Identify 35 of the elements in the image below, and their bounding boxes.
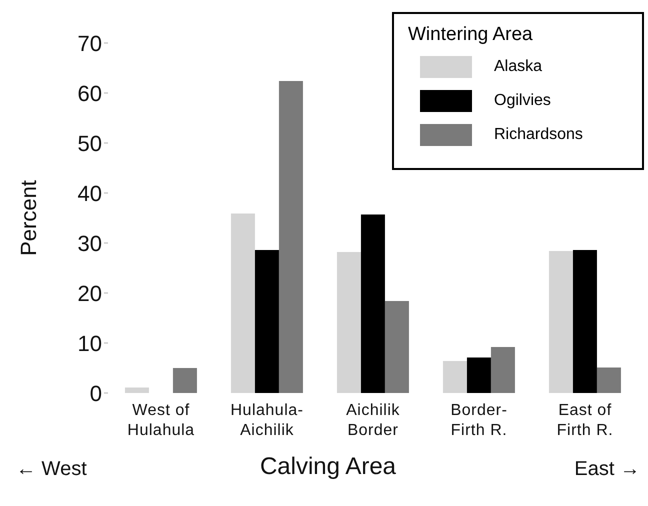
bar xyxy=(254,250,279,393)
bar xyxy=(360,214,385,393)
bar xyxy=(336,252,361,393)
bar xyxy=(596,368,621,393)
x-tick-label: West of Hulahula xyxy=(127,402,195,439)
y-tick-label: 0 xyxy=(90,380,102,406)
y-tick-label: 40 xyxy=(78,180,102,206)
bar xyxy=(466,358,491,393)
text: East → xyxy=(574,458,640,481)
x-axis-title: Calving Area xyxy=(260,453,396,480)
bar xyxy=(124,388,149,393)
bar xyxy=(278,81,303,393)
legend-label: Ogilvies xyxy=(493,91,552,111)
y-tick-label: 70 xyxy=(78,30,102,56)
text: ← West xyxy=(16,458,87,481)
y-tick-label: 10 xyxy=(78,330,102,356)
x-tick-label: Hulahula-Aichilik xyxy=(230,402,304,439)
y-tick-label: 30 xyxy=(78,230,102,256)
legend-title: Wintering Area xyxy=(408,24,534,46)
x-tick-label: Aichilik Border xyxy=(346,402,400,439)
y-tick-label: 60 xyxy=(78,80,102,106)
bar xyxy=(548,251,573,393)
bar xyxy=(572,250,597,393)
y-tick-label: 50 xyxy=(78,130,102,156)
bar xyxy=(172,368,197,393)
bar xyxy=(490,347,515,393)
legend-label: Alaska xyxy=(493,57,544,77)
x-tick-label: East of Firth R. xyxy=(556,402,614,439)
bar xyxy=(442,361,467,393)
x-tick-label: Border-Firth R. xyxy=(450,402,508,439)
y-tick-label: 20 xyxy=(78,280,102,306)
y-axis-title: Percent xyxy=(16,180,41,256)
bar xyxy=(230,214,255,393)
bar xyxy=(384,301,409,393)
legend-label: Richardsons xyxy=(493,125,584,145)
